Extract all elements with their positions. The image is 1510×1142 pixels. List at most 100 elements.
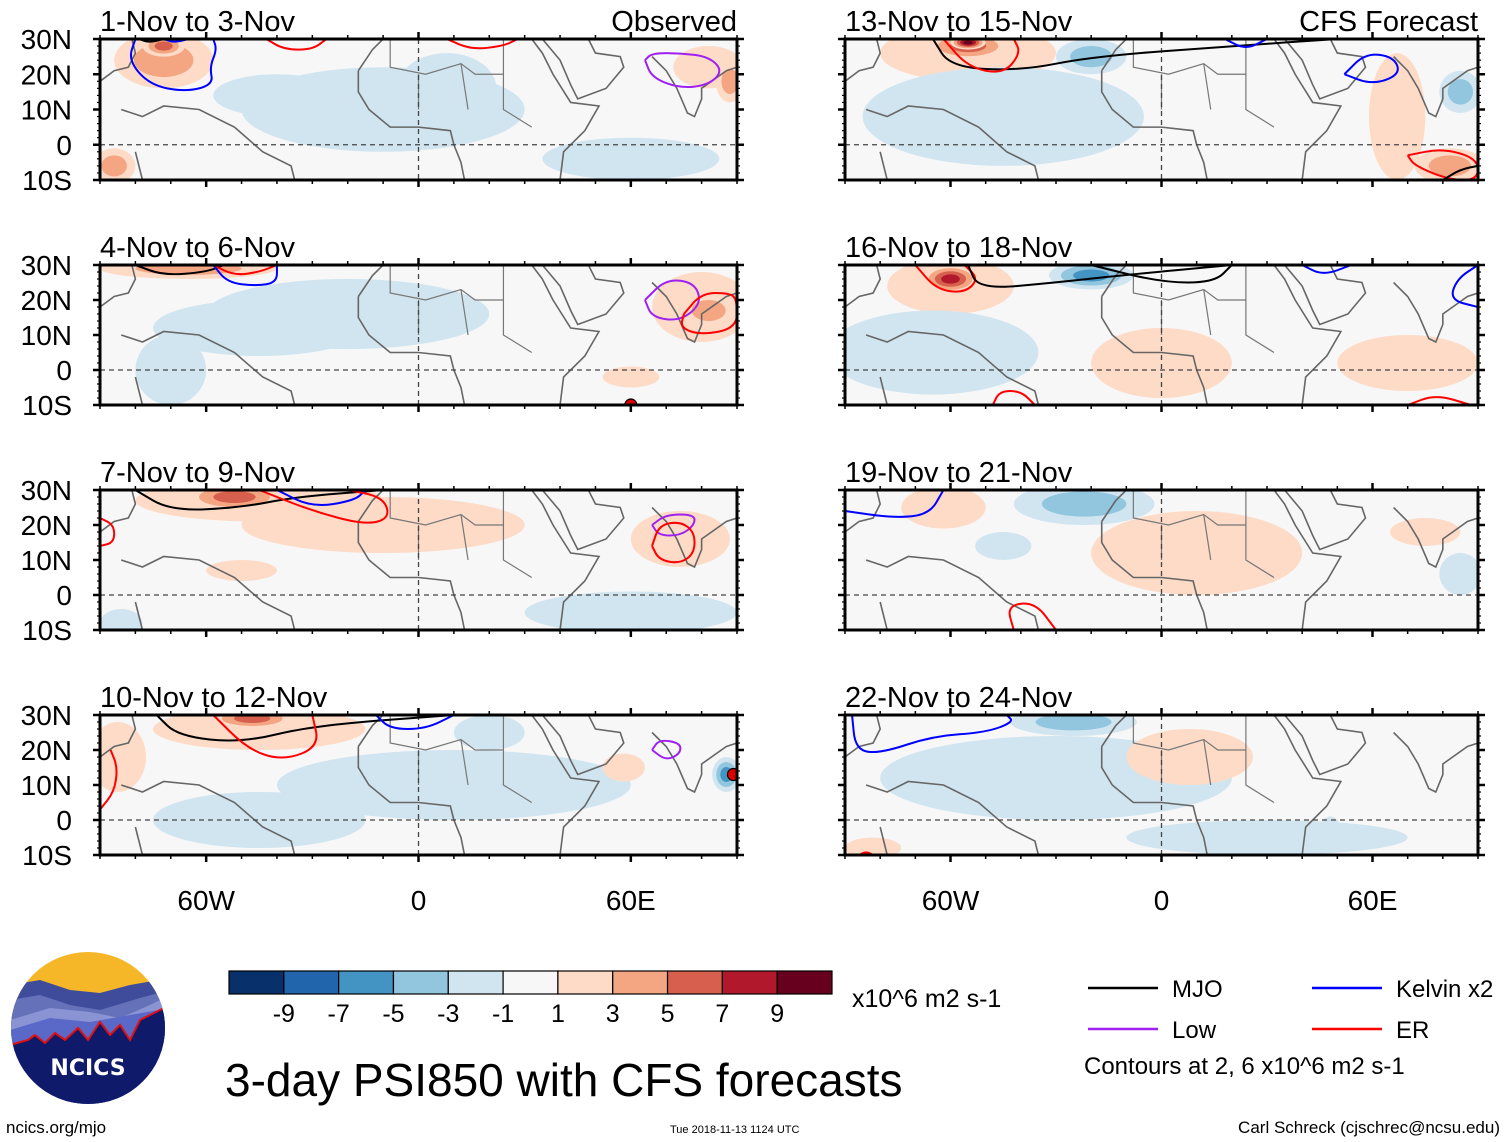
panel-title: 4-Nov to 6-Nov	[100, 232, 296, 264]
colorbar-swatch	[666, 970, 723, 995]
coastline	[120, 105, 296, 180]
coastline	[879, 826, 888, 855]
anomaly-shade	[524, 591, 737, 630]
coastline	[120, 330, 296, 405]
coastline	[357, 490, 384, 522]
y-tick-label: 10N	[21, 545, 72, 576]
y-tick-label: 0	[56, 805, 72, 836]
coastline	[1101, 490, 1127, 522]
y-tick-label: 10S	[22, 390, 72, 421]
credit: Carl Schreck (cjschrec@ncsu.edu)	[1238, 1118, 1500, 1137]
anomaly-shade	[1439, 553, 1478, 595]
panel-title: 19-Nov to 21-Nov	[845, 457, 1073, 489]
colorbar-swatch	[228, 970, 285, 995]
map-panel: 30N 20N 10N 0 10S 7-Nov to 9-Nov	[21, 457, 744, 646]
country-border	[1203, 739, 1212, 786]
colorbar-swatch	[502, 970, 559, 995]
anomaly-shade	[602, 366, 660, 388]
anomaly-shade	[1179, 518, 1250, 574]
country-border	[502, 525, 533, 579]
anomaly-shade	[941, 274, 960, 284]
contour-kelvin	[1451, 265, 1478, 308]
colorbar-label: 1	[551, 1000, 565, 1028]
anomaly-shade	[1368, 53, 1426, 180]
coastline	[1393, 731, 1478, 794]
coastline	[100, 490, 137, 533]
anomaly-shade	[1319, 816, 1341, 845]
anomaly-shade	[691, 300, 726, 321]
contour-er	[258, 490, 389, 524]
contour-kelvin	[129, 39, 217, 92]
coastline	[120, 555, 296, 630]
country-border	[502, 74, 533, 128]
coastline	[1393, 56, 1478, 118]
y-tick-label: 0	[56, 130, 72, 161]
y-tick-label: 20N	[21, 285, 72, 316]
coastline	[651, 56, 737, 118]
legend-item: ER	[1312, 1017, 1429, 1044]
anomaly-shade	[206, 560, 277, 581]
country-border	[460, 514, 469, 561]
country-border	[502, 300, 533, 354]
y-tick-label: 10N	[21, 95, 72, 126]
contour-kelvin	[1343, 53, 1399, 84]
anomaly-shade	[1126, 820, 1408, 855]
contour-low	[644, 52, 721, 89]
contour-er	[1008, 602, 1057, 630]
y-tick-label: 10N	[21, 320, 72, 351]
legend: MJO Kelvin x2 Low ER	[1088, 976, 1493, 1044]
contour-mjo	[967, 265, 1232, 288]
coastline	[1101, 39, 1127, 72]
colorbar-label: 9	[770, 1000, 784, 1028]
anomaly-shade	[1091, 328, 1232, 398]
contour-low	[651, 513, 696, 537]
anomaly-shade	[845, 310, 1039, 395]
anomaly-shade	[453, 715, 525, 750]
anomaly-shade	[602, 753, 645, 782]
panel-field	[845, 265, 1478, 405]
anomaly-shade	[542, 137, 720, 180]
coastline	[1283, 265, 1367, 326]
map-panel: 13-Nov to 15-Nov CFS Forecast	[838, 6, 1485, 187]
timestamp: Tue 2018-11-13 1124 UTC	[670, 1124, 799, 1136]
contour-er	[651, 521, 696, 564]
colorbar-label: 5	[661, 1000, 675, 1028]
country-border	[1203, 289, 1212, 336]
anomaly-shade	[721, 68, 737, 94]
legend-label: Kelvin x2	[1396, 976, 1493, 1003]
panel-field	[100, 39, 737, 180]
contour-low	[651, 739, 682, 760]
contour-kelvin	[212, 265, 278, 287]
x-tick-label: 60W	[922, 885, 980, 916]
cyclone-icon	[726, 767, 737, 782]
contour-kelvin	[851, 715, 1012, 754]
anomaly-shade	[213, 491, 256, 503]
map-panel: 16-Nov to 18-Nov	[838, 232, 1485, 412]
map-panel: 22-Nov to 24-Nov	[838, 682, 1485, 862]
coastline	[1283, 490, 1367, 551]
y-tick-label: 30N	[21, 250, 72, 281]
country-border	[460, 289, 469, 336]
y-tick-label: 10S	[22, 615, 72, 646]
anomaly-shade	[975, 532, 1032, 560]
contour-kelvin	[276, 490, 367, 506]
coastline	[531, 265, 601, 405]
anomaly-shade	[153, 715, 366, 750]
anomaly-shade	[135, 335, 207, 405]
colorbar-label: -9	[273, 1000, 295, 1028]
coastline	[541, 39, 625, 100]
anomaly-shade	[901, 490, 986, 529]
panel-tag: Observed	[611, 6, 737, 38]
coastline	[1273, 39, 1343, 180]
coastline	[134, 151, 144, 180]
anomaly-shade	[862, 67, 1144, 166]
anomaly-shade	[276, 750, 631, 820]
coastline	[531, 490, 601, 630]
country-border	[1245, 525, 1275, 579]
coastline	[134, 826, 144, 855]
coastline	[1100, 521, 1209, 630]
coastline	[1393, 506, 1478, 569]
website-link[interactable]: ncics.org/mjo	[6, 1118, 106, 1137]
anomaly-shade	[100, 609, 143, 630]
y-tick-label: 30N	[21, 475, 72, 506]
